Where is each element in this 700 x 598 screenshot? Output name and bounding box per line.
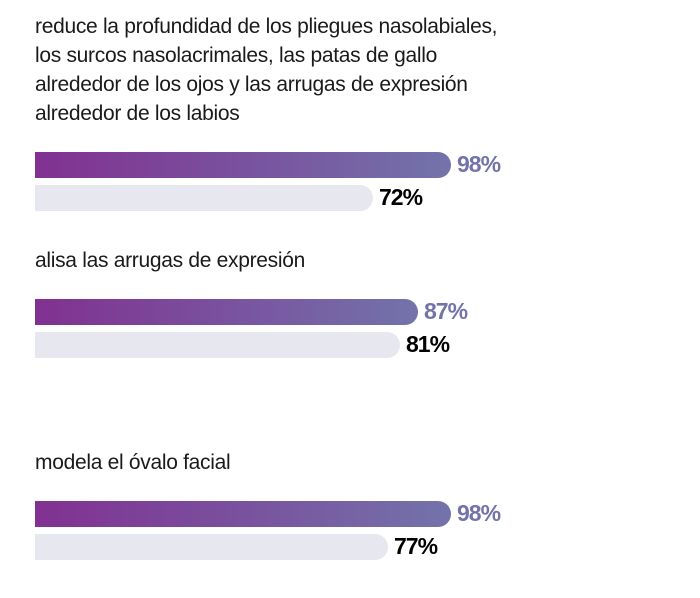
bar-secondary — [35, 534, 388, 560]
value-label-secondary: 72% — [379, 184, 423, 210]
category-label: alisa las arrugas de expresión — [35, 249, 305, 272]
bar-primary — [35, 501, 451, 527]
bar-primary — [35, 152, 451, 178]
value-label-primary: 98% — [457, 151, 501, 177]
chart-group: reduce la profundidad de los pliegues na… — [35, 12, 655, 211]
category-label: modela el óvalo facial — [35, 451, 231, 474]
value-label-secondary: 81% — [406, 331, 450, 357]
bar-primary — [35, 299, 418, 325]
chart-group: modela el óvalo facial 98% 77% — [35, 448, 655, 560]
value-label-primary: 87% — [424, 298, 468, 324]
value-label-secondary: 77% — [394, 533, 438, 559]
bar-secondary — [35, 332, 400, 358]
value-label-primary: 98% — [457, 500, 501, 526]
bar-secondary — [35, 185, 373, 211]
category-label: reduce la profundidad de los pliegues na… — [35, 15, 498, 125]
chart-group: alisa las arrugas de expresión 87% 81% — [35, 246, 655, 358]
